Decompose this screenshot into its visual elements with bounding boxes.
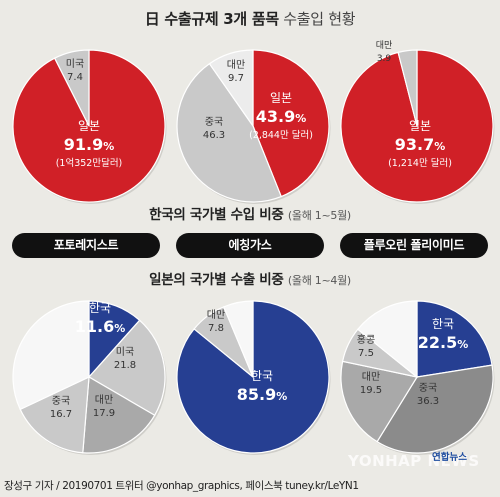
yonhap-watermark: YONHAP NEWS bbox=[348, 452, 480, 470]
pie-slice-other bbox=[356, 300, 418, 379]
pie-slice-대만 bbox=[340, 360, 418, 443]
export-section-title: 일본의 국가별 수출 비중 (올해 1~4월) bbox=[0, 268, 500, 288]
slice-value: 16.7 bbox=[50, 409, 72, 420]
pie-chart-1: 일본 91.9% (1억352만달러) 미국 7.4 bbox=[12, 49, 167, 204]
slice-value: 22.5% bbox=[418, 333, 469, 352]
pie-slice-대만 bbox=[397, 49, 418, 127]
slice-value: 7.4 bbox=[67, 72, 83, 83]
slice-note: (1억352만달러) bbox=[56, 157, 123, 169]
slice-label: 대만 bbox=[207, 309, 225, 321]
slice-note: (2,844만 달러) bbox=[249, 129, 313, 141]
export-title-text: 일본의 국가별 수출 비중 bbox=[149, 272, 284, 288]
pie-chart-3: 일본 93.7% (1,214만 달러) 대만 3.9 bbox=[340, 40, 495, 204]
slice-label: 중국 bbox=[419, 382, 437, 394]
percent-sign: % bbox=[276, 390, 287, 403]
footer-credit: 장성구 기자 / 20190701 트위터 @yonhap_graphics, … bbox=[4, 480, 359, 492]
slice-value: 7.5 bbox=[358, 348, 374, 359]
percent-sign: % bbox=[295, 112, 306, 125]
export-period-text: (올해 1~4월) bbox=[287, 274, 351, 287]
item-label-photoresist: 포토레지스트 bbox=[12, 233, 160, 258]
slice-value: 85.9% bbox=[237, 385, 288, 404]
slice-value: 93.7% bbox=[395, 135, 446, 154]
pie-slice-미국 bbox=[53, 49, 90, 127]
slice-value: 36.3 bbox=[417, 396, 439, 407]
slice-label: 대만 bbox=[95, 394, 113, 406]
slice-label: 중국 bbox=[52, 395, 70, 407]
pie-slice-중국 bbox=[176, 62, 283, 203]
pie-slice-중국 bbox=[376, 364, 494, 454]
pie-slice-미국 bbox=[88, 319, 166, 417]
slice-value: 7.8 bbox=[208, 323, 224, 334]
slice-label: 일본 bbox=[78, 119, 100, 133]
pie-slice-중국 bbox=[19, 376, 90, 454]
slice-label: 중국 bbox=[205, 116, 223, 128]
slice-label: 미국 bbox=[116, 346, 134, 358]
percent-sign: % bbox=[114, 322, 125, 335]
slice-label: 미국 bbox=[66, 58, 84, 70]
slice-value: 11.6% bbox=[75, 317, 126, 336]
main-title-light: 수출입 현황 bbox=[283, 10, 356, 28]
slice-note: (1,214만 달러) bbox=[388, 157, 452, 169]
pie-chart-6: 한국 22.5% 중국 36.3 대만 19.5 홍콩 7.5 bbox=[340, 300, 495, 455]
item-label-etching-gas: 에칭가스 bbox=[176, 233, 324, 258]
import-title-text: 한국의 국가별 수입 비중 bbox=[149, 207, 284, 223]
item-label-polyimide: 플루오린 폴리이미드 bbox=[340, 233, 488, 258]
slice-label: 대만 bbox=[376, 40, 393, 51]
pie-slice-대만 bbox=[82, 376, 156, 454]
import-period-text: (올해 1~5월) bbox=[287, 209, 351, 222]
slice-value: 19.5 bbox=[360, 385, 382, 396]
slice-label: 한국 bbox=[89, 301, 111, 315]
pie-slice-other bbox=[12, 300, 90, 411]
slice-label: 한국 bbox=[432, 317, 454, 331]
pie-slice-other bbox=[222, 300, 254, 378]
slice-label: 홍콩 bbox=[357, 333, 375, 346]
pie-chart-2: 일본 43.9% (2,844만 달러) 중국 46.3 대만 9.7 bbox=[176, 49, 331, 204]
yonhap-logo: 연합뉴스 bbox=[432, 452, 467, 463]
slice-label: 일본 bbox=[409, 119, 431, 133]
slice-value: 21.8 bbox=[114, 360, 136, 371]
slice-value: 17.9 bbox=[93, 408, 115, 419]
slice-label: 대만 bbox=[362, 371, 380, 383]
main-title-strong: 日 수출규제 3개 품목 bbox=[144, 10, 279, 28]
slice-label: 한국 bbox=[251, 369, 273, 383]
import-section-title: 한국의 국가별 수입 비중 (올해 1~5월) bbox=[0, 203, 500, 223]
percent-sign: % bbox=[434, 140, 445, 153]
pie-slice-대만 bbox=[208, 49, 254, 128]
percent-sign: % bbox=[103, 140, 114, 153]
percent-sign: % bbox=[457, 338, 468, 351]
pie-chart-5: 한국 85.9% 대만 7.8 bbox=[176, 300, 331, 455]
main-title: 日 수출규제 3개 품목 수출입 현황 bbox=[0, 8, 500, 29]
slice-value: 3.9 bbox=[377, 54, 392, 64]
pie-chart-4: 한국 11.6% 미국 21.8 대만 17.9 중국 16.7 bbox=[12, 300, 167, 455]
pie-slice-한국 bbox=[416, 300, 493, 378]
slice-value: 43.9% bbox=[256, 107, 307, 126]
pie-slice-일본 bbox=[252, 49, 330, 198]
slice-label: 일본 bbox=[270, 91, 292, 105]
slice-value: 46.3 bbox=[203, 130, 225, 141]
slice-value: 91.9% bbox=[64, 135, 115, 154]
slice-value: 9.7 bbox=[228, 73, 244, 84]
slice-label: 대만 bbox=[227, 59, 245, 71]
